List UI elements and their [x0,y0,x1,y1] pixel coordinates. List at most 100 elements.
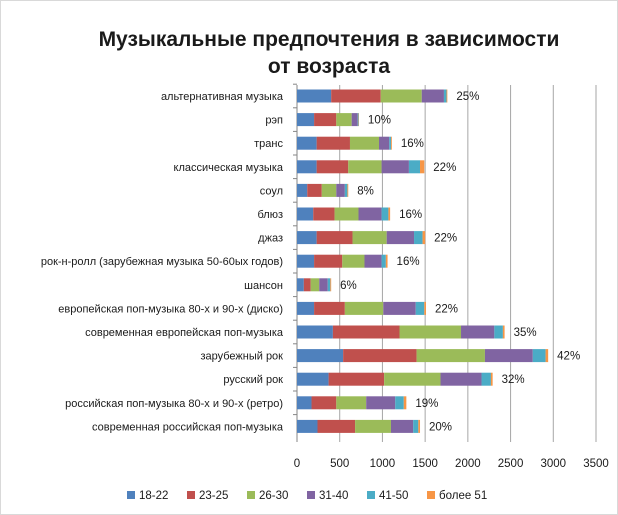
legend-item: 41-50 [367,490,408,502]
bar-segment [328,372,385,386]
bar-segment [311,396,337,410]
bar-segment [421,89,444,103]
bar-segment [395,396,404,410]
category-label: альтернативная музыка [161,91,284,103]
category-label: российская поп-музыка 80-х и 90-х (ретро… [65,398,283,410]
bar-segment [297,136,317,150]
category-label: современная европейская поп-музыка [85,327,284,339]
chart-title-line-1: Музыкальные предпочтения в зависимости [99,28,560,51]
x-tick-label: 1000 [370,458,396,470]
bar-segment [440,372,482,386]
x-axis-ticks: 0 500 1000 1500 2000 2500 3000 3500 [294,458,609,470]
bar-segment [422,231,426,245]
bar-segment [349,136,380,150]
bar-segment [330,278,332,292]
bar-segment [381,254,386,268]
legend-item: 26-30 [247,490,288,502]
x-tick-label: 3000 [540,458,566,470]
bar-segment [390,419,414,433]
bar-segment [351,113,358,127]
legend-swatch [127,491,135,499]
bar-segment [381,160,409,174]
bar-segment [316,136,350,150]
bar-segment [342,254,365,268]
bar-segment [355,419,391,433]
bar-segment [344,301,384,315]
category-label: зарубежный рок [200,351,283,363]
bar-segment [297,419,318,433]
bar-segment [481,372,491,386]
bar-segment [446,89,448,103]
legend-label: 23-25 [199,490,228,502]
bar-segment [403,396,407,410]
bar-segment [297,207,314,221]
data-label: 16% [397,256,420,268]
bar-segment [314,254,343,268]
bar-segment [384,372,441,386]
bar-segment [297,278,304,292]
bar-segment [336,396,367,410]
legend-swatch [247,491,255,499]
data-label: 35% [514,327,537,339]
bar-segment [297,396,312,410]
bar-segment [336,183,345,197]
bar-segment [358,207,382,221]
bar-segment [532,349,546,363]
legend-swatch [307,491,315,499]
bar-segment [502,325,505,339]
legend-label: 26-30 [259,490,288,502]
legend-swatch [187,491,195,499]
bar-segment [336,113,352,127]
category-label: классическая музыка [174,162,284,174]
data-label: 32% [502,374,525,386]
bar-segment [408,160,421,174]
bar-segment [366,396,396,410]
bar-segment [316,160,349,174]
category-labels: альтернативная музыка рэп транс классическа… [41,91,284,433]
bar-segment [424,301,426,315]
bar-segment [343,349,417,363]
x-tick-label: 2500 [498,458,524,470]
bar-segment [321,183,337,197]
bar-segment [388,207,391,221]
bar-segment [385,254,388,268]
category-label: блюз [257,209,283,221]
category-label: русский рок [223,374,283,386]
x-tick-label: 1500 [412,458,438,470]
bar-segment [297,301,315,315]
legend-swatch [367,491,375,499]
bar-segment [383,301,416,315]
bar-segment [334,207,359,221]
data-label: 16% [399,209,422,221]
bar-segment [307,183,322,197]
bar-segment [319,278,328,292]
data-label: 22% [434,233,457,245]
data-label: 20% [429,421,452,433]
bar-segment [327,278,331,292]
bar-segment [297,160,317,174]
bar-segment [379,136,390,150]
bar-segment [297,113,315,127]
category-label: транс [254,138,283,150]
plot-area [297,89,549,433]
bar-segment [413,419,419,433]
data-label: 16% [401,138,424,150]
bar-segment [331,89,381,103]
bar-segment [297,183,308,197]
bar-segment [461,325,495,339]
data-label: 22% [435,303,458,315]
category-label: шансон [244,280,283,292]
category-label: европейская поп-музыка 80-х и 90-х (диск… [58,303,283,315]
data-label: 22% [433,162,456,174]
bar-segment [418,419,421,433]
bar-segment [344,183,348,197]
data-label: 25% [456,91,479,103]
legend: 18-22 23-25 26-30 31-40 41-50 более 51 [127,490,487,502]
data-label: 42% [557,351,580,363]
legend-item: более 51 [427,490,487,502]
bar-segment [414,231,423,245]
legend-label: 41-50 [379,490,408,502]
bar-segment [310,278,320,292]
legend-label: 18-22 [139,490,168,502]
bar-segment [332,325,400,339]
